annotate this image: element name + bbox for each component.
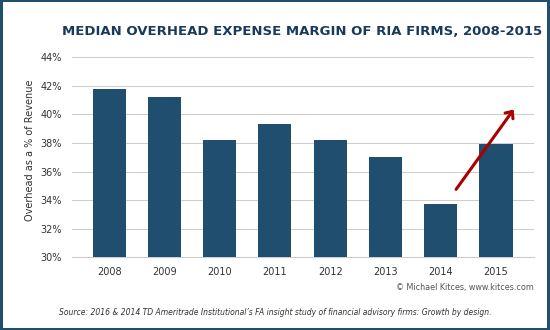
Title: MEDIAN OVERHEAD EXPENSE MARGIN OF RIA FIRMS, 2008-2015: MEDIAN OVERHEAD EXPENSE MARGIN OF RIA FI… xyxy=(63,24,542,38)
Bar xyxy=(92,89,125,257)
Bar xyxy=(369,157,402,257)
Bar xyxy=(480,145,513,257)
Bar xyxy=(258,124,292,257)
Bar xyxy=(424,205,457,257)
Bar xyxy=(203,140,236,257)
Text: © Michael Kitces, www.kitces.com: © Michael Kitces, www.kitces.com xyxy=(395,283,534,292)
Text: Source: 2016 & 2014 TD Ameritrade Institutional’s FA insight study of financial : Source: 2016 & 2014 TD Ameritrade Instit… xyxy=(59,308,491,317)
Bar xyxy=(314,140,346,257)
Bar xyxy=(148,97,181,257)
Y-axis label: Overhead as a % of Revenue: Overhead as a % of Revenue xyxy=(25,80,35,221)
